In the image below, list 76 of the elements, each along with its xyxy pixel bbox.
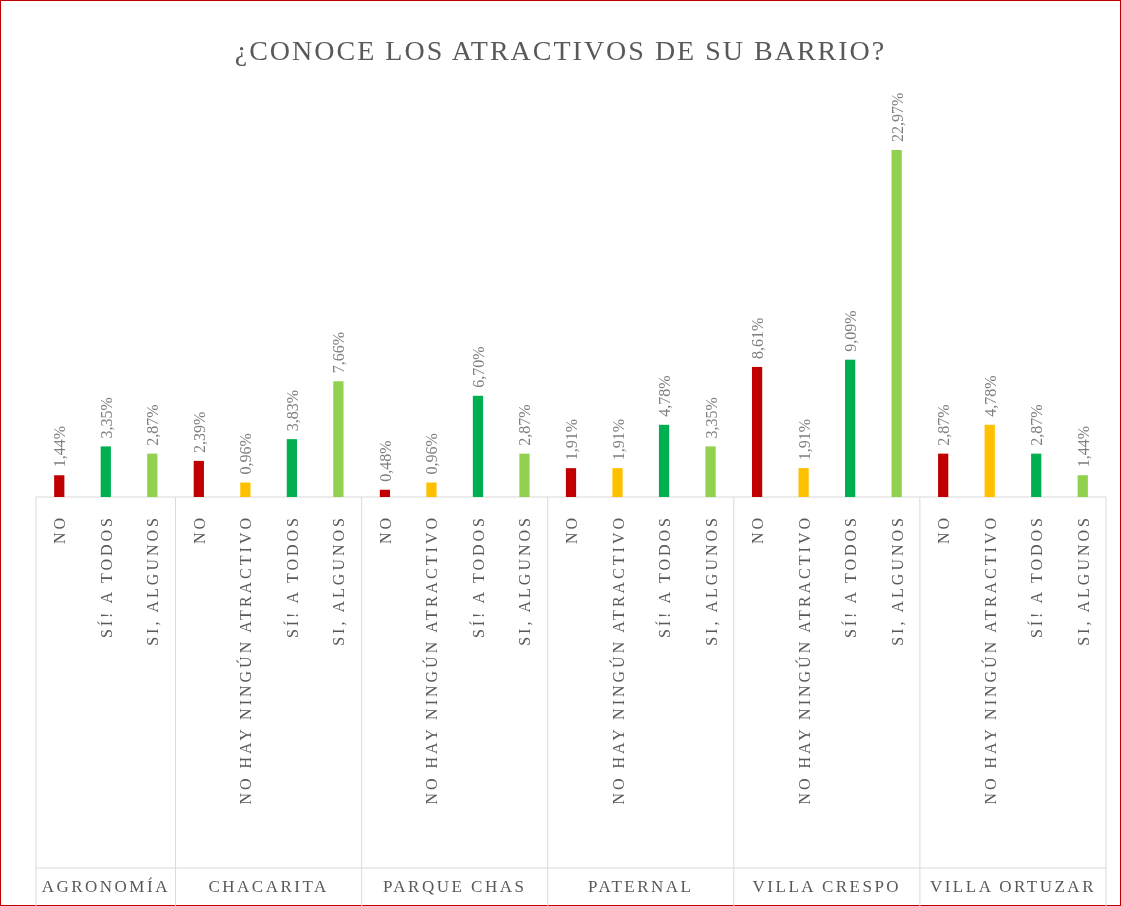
bar: [658, 424, 670, 497]
x-tick-label: NO HAY NINGÚN ATRACTIVO: [236, 515, 255, 805]
x-tick-label: SÍ! A TODOS: [468, 515, 487, 639]
data-label: 22,97%: [888, 92, 906, 142]
data-label: 2,87%: [1028, 404, 1046, 446]
x-tick-label: SI, ALGUNOS: [702, 515, 720, 646]
data-label: 3,83%: [283, 389, 301, 432]
data-label: 2,87%: [144, 404, 162, 446]
text: VILLA CRESPO: [752, 877, 902, 896]
data-label: 1,44%: [1074, 425, 1092, 468]
bar: [426, 482, 437, 497]
bar: [612, 468, 623, 497]
x-tick-label: NO: [563, 515, 580, 545]
x-tick-label: SI, ALGUNOS: [144, 515, 162, 646]
x-tick-label: NO HAY NINGÚN ATRACTIVO: [608, 515, 627, 805]
data-label: 6,70%: [469, 346, 487, 388]
bar: [984, 424, 995, 497]
bar: [798, 468, 809, 497]
bar: [891, 150, 902, 497]
text: PARQUE CHAS: [382, 877, 527, 896]
x-tick-label: NO: [935, 515, 953, 545]
x-tick-label: SÍ! A TODOS: [1027, 515, 1046, 639]
data-label: 0,48%: [376, 440, 394, 482]
x-tick-label: SÍ! A TODOS: [282, 515, 301, 639]
data-label: 1,91%: [795, 418, 813, 461]
data-label: 3,35%: [702, 397, 720, 439]
bar: [147, 453, 158, 497]
x-tick-label: NO: [190, 515, 208, 545]
x-tick-label: SI, ALGUNOS: [330, 515, 348, 646]
x-tick-label: SÍ! A TODOS: [841, 515, 860, 639]
x-tick-label: NO HAY NINGÚN ATRACTIVO: [422, 515, 441, 805]
data-label: 3,35%: [97, 397, 115, 439]
bar: [751, 366, 763, 497]
x-tick-label: SÍ! A TODOS: [655, 515, 674, 639]
bar: [240, 482, 251, 497]
x-tick-label: NO: [749, 515, 767, 545]
bar: [705, 446, 716, 497]
x-tick-label: NO: [376, 515, 394, 545]
data-label: 1,91%: [609, 418, 627, 461]
x-tick-label: NO: [51, 515, 69, 545]
data-label: 8,61%: [749, 317, 767, 359]
text: CHACARITA: [208, 877, 329, 896]
bar: [565, 468, 577, 497]
bar: [54, 475, 65, 497]
data-label: 0,96%: [423, 433, 441, 475]
bar: [379, 489, 391, 497]
bar: [938, 453, 949, 497]
data-label: 1,44%: [51, 425, 69, 468]
x-tick-label: SÍ! A TODOS: [96, 515, 115, 639]
bar: [100, 446, 111, 497]
x-tick-label: SI, ALGUNOS: [516, 515, 534, 646]
data-label: 7,66%: [330, 331, 348, 374]
x-tick-label: NO HAY NINGÚN ATRACTIVO: [794, 515, 813, 805]
x-tick-label: SI, ALGUNOS: [1074, 515, 1092, 646]
bar: [1031, 453, 1042, 497]
text: PATERNAL: [588, 877, 694, 896]
data-label: 9,09%: [842, 310, 860, 352]
text: AGRONOMÍA: [41, 877, 170, 896]
bar: [333, 381, 344, 497]
data-label: 2,87%: [935, 404, 953, 446]
data-label: 1,91%: [563, 418, 580, 461]
x-tick-label: NO HAY NINGÚN ATRACTIVO: [980, 515, 999, 805]
bar: [845, 359, 856, 497]
data-label: 0,96%: [237, 433, 255, 475]
bar: [472, 395, 484, 497]
bar: [519, 453, 530, 497]
data-label: 2,39%: [190, 411, 208, 453]
data-label: 4,78%: [981, 375, 999, 417]
text: VILLA ORTUZAR: [929, 877, 1096, 896]
bar: [1077, 475, 1088, 497]
chart-title: ¿CONOCE LOS ATRACTIVOS DE SU BARRIO?: [234, 35, 887, 66]
bar: [286, 439, 297, 497]
data-label: 4,78%: [656, 375, 674, 417]
x-tick-label: SI, ALGUNOS: [888, 515, 906, 646]
data-label: 2,87%: [516, 404, 534, 446]
bar: [193, 460, 204, 497]
